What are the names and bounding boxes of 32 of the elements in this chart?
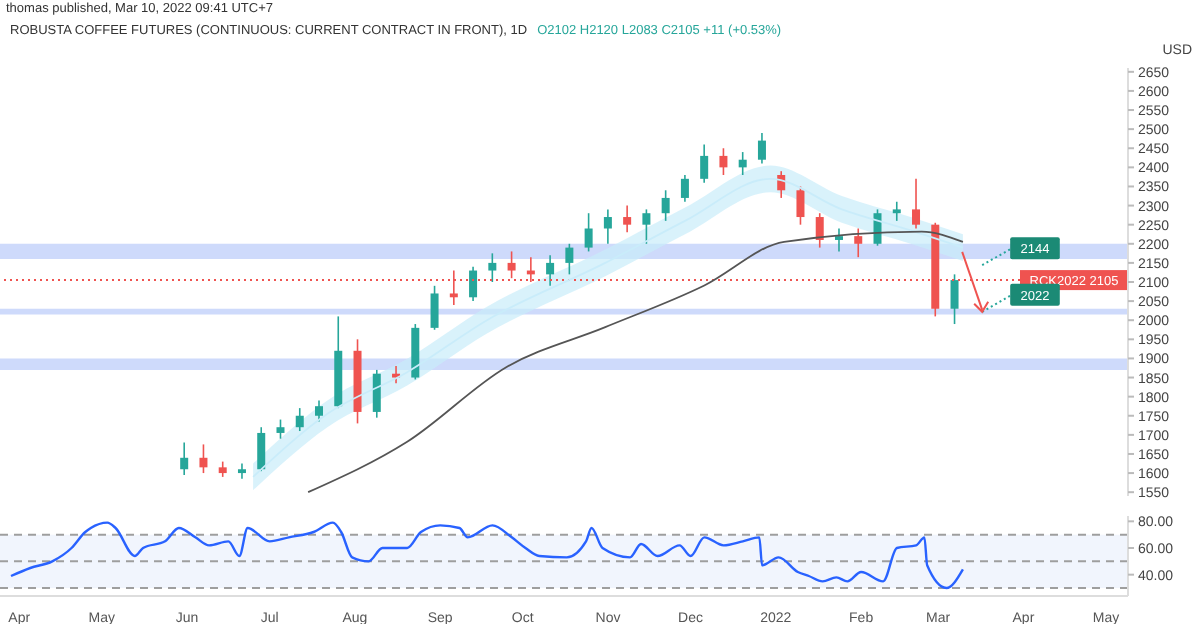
candlestick xyxy=(469,265,478,302)
candlestick xyxy=(603,208,612,245)
candlestick xyxy=(815,212,824,249)
candlestick xyxy=(257,426,266,472)
candlestick xyxy=(276,418,285,440)
candlestick xyxy=(950,273,959,325)
candlestick xyxy=(430,285,439,331)
line-series xyxy=(9,521,965,590)
candlestick xyxy=(584,212,593,253)
candlestick xyxy=(719,147,728,176)
candlestick xyxy=(700,143,709,184)
candlestick xyxy=(295,407,304,432)
candlestick xyxy=(892,200,901,222)
candlestick xyxy=(237,462,246,480)
candlestick xyxy=(507,250,516,279)
candlestick xyxy=(661,189,670,222)
candlestick xyxy=(796,185,805,226)
candlestick xyxy=(180,441,189,476)
candlestick xyxy=(623,204,632,234)
candlestick xyxy=(199,443,208,474)
candlestick xyxy=(854,227,863,258)
candlestick xyxy=(912,178,921,230)
candlestick xyxy=(546,254,555,287)
candlestick xyxy=(642,208,651,245)
line-series xyxy=(307,230,964,494)
candlestick xyxy=(565,242,574,276)
candlestick xyxy=(372,369,381,419)
candlestick xyxy=(757,132,766,165)
candlestick xyxy=(834,227,843,253)
candlestick xyxy=(680,174,689,203)
candlestick xyxy=(488,252,497,283)
candlestick xyxy=(738,151,747,176)
